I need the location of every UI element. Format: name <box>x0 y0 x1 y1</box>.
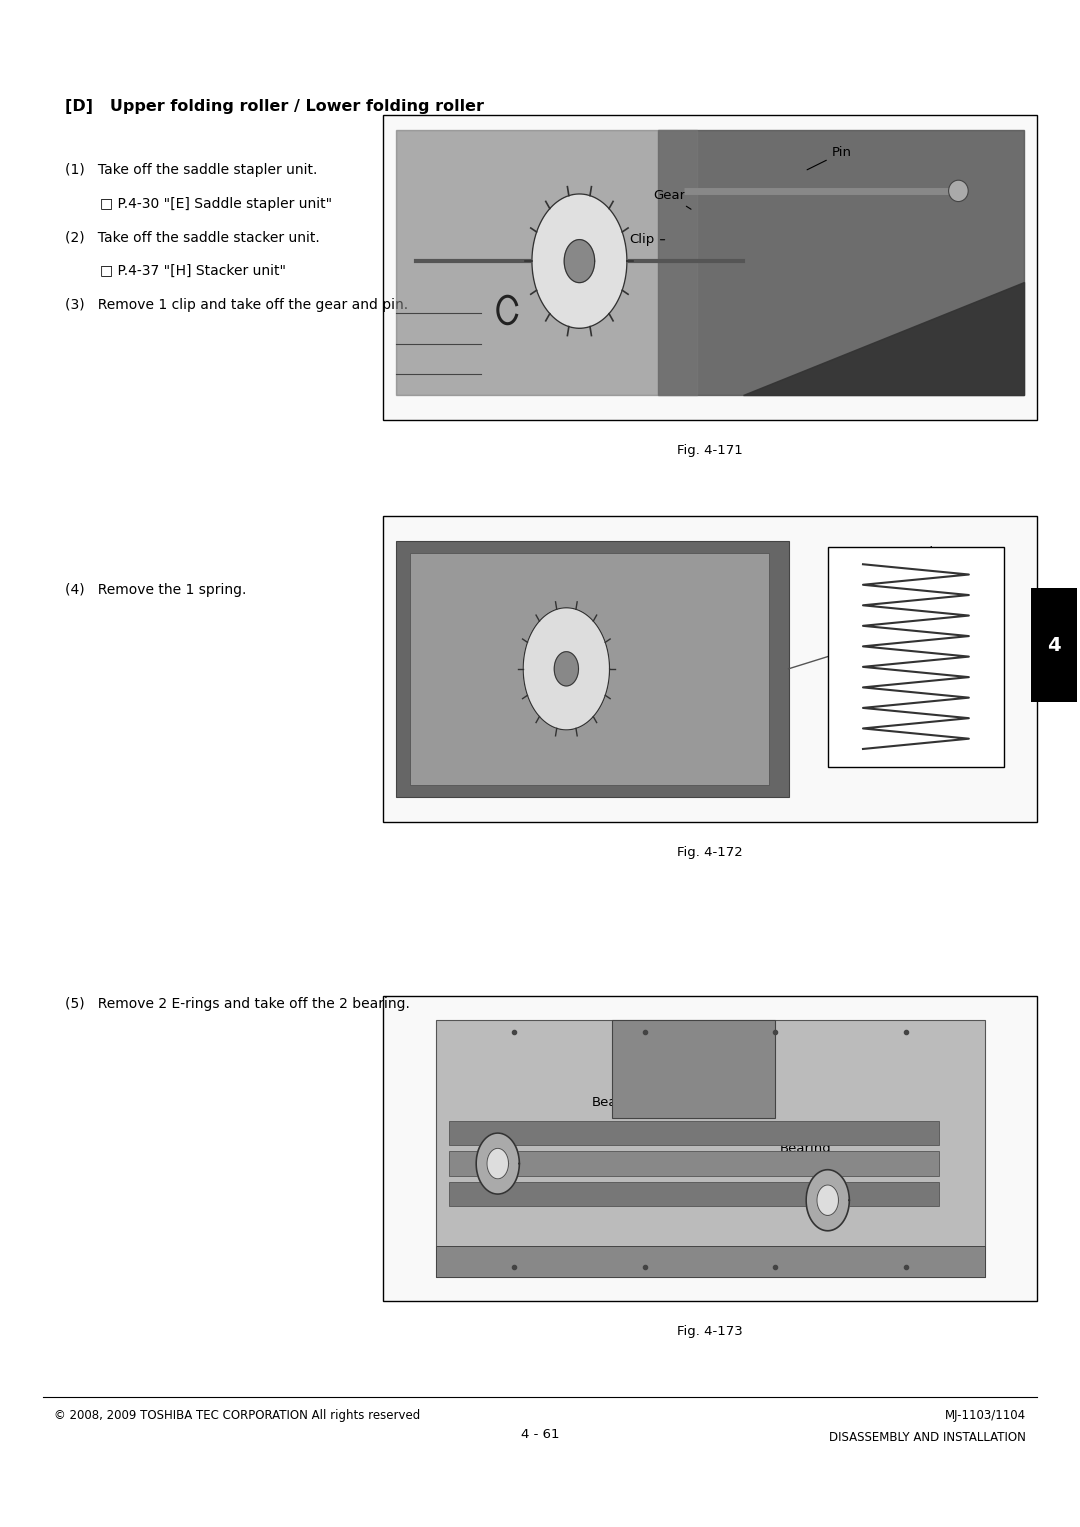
Text: Spring: Spring <box>875 547 950 568</box>
Text: Gear: Gear <box>653 189 691 209</box>
Bar <box>449 1151 939 1176</box>
Text: (4)   Remove the 1 spring.: (4) Remove the 1 spring. <box>65 583 246 597</box>
Bar <box>383 996 1037 1301</box>
Bar <box>827 547 1004 767</box>
Text: MJ-1103/1104: MJ-1103/1104 <box>945 1409 1026 1423</box>
Polygon shape <box>532 194 627 328</box>
Polygon shape <box>554 652 579 686</box>
Text: 4 - 61: 4 - 61 <box>521 1428 559 1441</box>
Polygon shape <box>523 608 609 730</box>
Polygon shape <box>658 130 1024 395</box>
Text: Pin: Pin <box>807 147 852 169</box>
Text: (1)   Take off the saddle stapler unit.: (1) Take off the saddle stapler unit. <box>65 163 318 177</box>
Polygon shape <box>487 1148 509 1179</box>
Bar <box>396 541 788 797</box>
Polygon shape <box>743 282 1024 395</box>
Text: Fig. 4-173: Fig. 4-173 <box>677 1325 743 1339</box>
Text: Fig. 4-172: Fig. 4-172 <box>677 846 743 860</box>
Polygon shape <box>806 1170 849 1231</box>
Bar <box>383 516 1037 822</box>
Bar <box>383 115 1037 420</box>
Text: Bearing: Bearing <box>592 1096 644 1110</box>
Text: © 2008, 2009 TOSHIBA TEC CORPORATION All rights reserved: © 2008, 2009 TOSHIBA TEC CORPORATION All… <box>54 1409 420 1423</box>
Ellipse shape <box>948 180 968 202</box>
Text: DISASSEMBLY AND INSTALLATION: DISASSEMBLY AND INSTALLATION <box>829 1431 1026 1445</box>
Polygon shape <box>396 130 697 395</box>
Text: 4: 4 <box>1048 635 1061 655</box>
Bar <box>435 1020 985 1277</box>
Bar <box>409 553 769 785</box>
Text: (3)   Remove 1 clip and take off the gear and pin.: (3) Remove 1 clip and take off the gear … <box>65 298 408 312</box>
Text: □ P.4-37 "[H] Stacker unit": □ P.4-37 "[H] Stacker unit" <box>65 264 286 278</box>
Text: (2)   Take off the saddle stacker unit.: (2) Take off the saddle stacker unit. <box>65 231 320 244</box>
Text: (5)   Remove 2 E-rings and take off the 2 bearing.: (5) Remove 2 E-rings and take off the 2 … <box>65 997 409 1011</box>
Text: Clip: Clip <box>630 234 664 246</box>
Bar <box>612 1020 775 1118</box>
Bar <box>449 1121 939 1145</box>
Text: [D]   Upper folding roller / Lower folding roller: [D] Upper folding roller / Lower folding… <box>65 99 484 115</box>
Polygon shape <box>476 1133 519 1194</box>
Polygon shape <box>816 1185 838 1215</box>
Bar <box>435 1246 985 1277</box>
Polygon shape <box>564 240 595 282</box>
Text: □ P.4-30 "[E] Saddle stapler unit": □ P.4-30 "[E] Saddle stapler unit" <box>65 197 332 211</box>
Bar <box>449 1182 939 1206</box>
Text: Bearing: Bearing <box>780 1133 832 1154</box>
Text: Fig. 4-171: Fig. 4-171 <box>677 444 743 458</box>
